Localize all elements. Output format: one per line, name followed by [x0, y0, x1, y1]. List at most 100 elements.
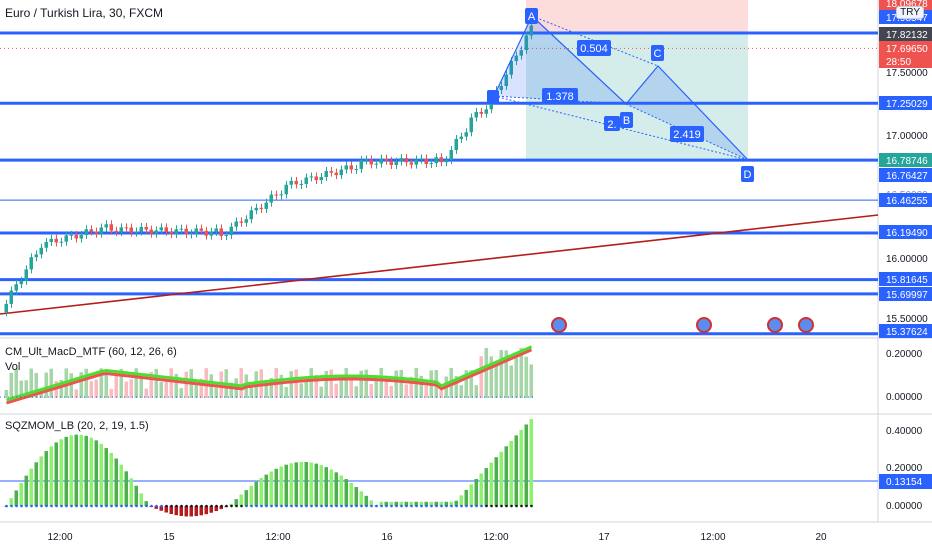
squeeze-bar — [449, 501, 453, 506]
point-b-label: B — [623, 115, 630, 127]
volume-bar — [364, 369, 368, 398]
squeeze-indicator-label[interactable]: SQZMOM_LB (20, 2, 19, 1.5) — [5, 420, 149, 432]
squeeze-dot — [200, 504, 203, 508]
squeeze-dot — [215, 504, 218, 508]
squeeze-dot — [185, 504, 188, 508]
squeeze-dot — [370, 504, 373, 508]
volume-bar — [484, 348, 488, 398]
squeeze-dot — [255, 504, 258, 508]
squeeze-bar — [34, 462, 38, 506]
macd-indicator-label[interactable]: CM_Ult_MacD_MTF (60, 12, 26, 6) — [5, 346, 177, 358]
price-tag-label: 15.81645 — [886, 275, 928, 286]
trend-line[interactable] — [0, 214, 879, 315]
price-tags: 18.0967817.9854717.8213217.6965028:5017.… — [879, 0, 932, 338]
volume-bar — [114, 372, 118, 398]
squeeze-dot — [500, 504, 503, 508]
point-c-marker[interactable] — [651, 45, 664, 61]
squeeze-bar — [469, 484, 473, 506]
squeeze-bar — [194, 506, 198, 517]
price-tag-label: 17.82132 — [886, 30, 928, 41]
volume-bar — [509, 365, 513, 398]
squeeze-bar — [349, 482, 353, 506]
squeeze-dot — [300, 504, 303, 508]
squeeze-dot — [260, 504, 263, 508]
candle-body — [39, 247, 43, 255]
volume-bar — [74, 389, 78, 398]
volume-bar — [44, 372, 48, 398]
squeeze-bar — [114, 458, 118, 506]
squeeze-bar — [274, 468, 278, 506]
volume-bar — [149, 371, 153, 398]
candle-body — [469, 117, 473, 133]
squeeze-dot — [60, 504, 63, 508]
point-a-marker[interactable] — [525, 8, 538, 24]
candle-body — [99, 227, 103, 234]
squeeze-bar — [269, 471, 273, 506]
candle-body — [434, 157, 438, 164]
squeeze-dot — [145, 504, 148, 508]
symbol-title[interactable]: Euro / Turkish Lira, 30, FXCM — [5, 6, 164, 20]
squeeze-dot — [125, 504, 128, 508]
squeeze-dot — [165, 504, 168, 508]
volume-bar — [309, 368, 313, 398]
candle-body — [484, 109, 488, 114]
price-tag — [879, 41, 932, 55]
point-x-marker[interactable] — [487, 90, 499, 104]
squeeze-dot — [235, 504, 238, 508]
squeeze-dot — [395, 504, 398, 508]
squeeze-pane[interactable] — [4, 419, 534, 517]
volume-bar — [519, 348, 523, 398]
volume-bar — [389, 385, 393, 398]
volume-bar — [164, 378, 168, 398]
candle-body — [234, 221, 238, 227]
candle-body — [114, 230, 118, 233]
volume-bar — [89, 381, 93, 398]
squeeze-dot — [415, 504, 418, 508]
squeeze-bar — [159, 506, 163, 511]
point-b-marker[interactable] — [620, 112, 633, 128]
candle-body — [339, 169, 343, 176]
candle-body — [529, 25, 533, 36]
macd-pane[interactable] — [0, 345, 534, 405]
candle-body — [134, 231, 138, 233]
candle-body — [274, 194, 278, 196]
squeeze-bar — [174, 506, 178, 516]
time-axis[interactable]: 12:00 15 12:00 16 12:00 17 12:00 20 — [47, 532, 827, 543]
volume-bar — [369, 384, 373, 398]
candle-body — [109, 224, 113, 231]
abcd-pattern[interactable]: A B C D 0.504 1.378 2.419 2. — [487, 8, 754, 182]
squeeze-bar — [239, 494, 243, 506]
point-d-marker[interactable] — [741, 166, 754, 182]
currency-button[interactable]: TRY — [896, 6, 924, 19]
squeeze-dot — [350, 504, 353, 508]
squeeze-dot — [265, 504, 268, 508]
volume-bar — [344, 368, 348, 398]
volume-bar — [294, 369, 298, 398]
volume-bar — [464, 370, 468, 398]
squeeze-bar — [244, 490, 248, 506]
candle-body — [164, 227, 168, 232]
candle-body — [429, 163, 433, 165]
squeeze-bar — [319, 465, 323, 506]
squeeze-dot — [480, 504, 483, 508]
ratio-ac: 0.504 — [580, 43, 608, 55]
time-tick: 12:00 — [700, 532, 725, 543]
candle-body — [379, 158, 383, 164]
candle-body — [154, 230, 158, 234]
volume-indicator-label[interactable]: Vol — [5, 361, 21, 373]
volume-bar — [154, 368, 158, 398]
squeeze-bar — [289, 463, 293, 506]
candle-body — [44, 241, 48, 248]
volume-bar — [314, 375, 318, 398]
candle-body — [309, 176, 313, 178]
squeeze-bar — [429, 501, 433, 506]
squeeze-bar — [69, 435, 73, 506]
stop-loss-zone[interactable] — [526, 0, 748, 34]
candle-body — [404, 158, 408, 163]
volume-bar — [284, 387, 288, 398]
squeeze-bar — [94, 440, 98, 506]
candle-body — [149, 229, 153, 234]
squeeze-dot — [345, 504, 348, 508]
alert-markers[interactable] — [551, 317, 814, 333]
